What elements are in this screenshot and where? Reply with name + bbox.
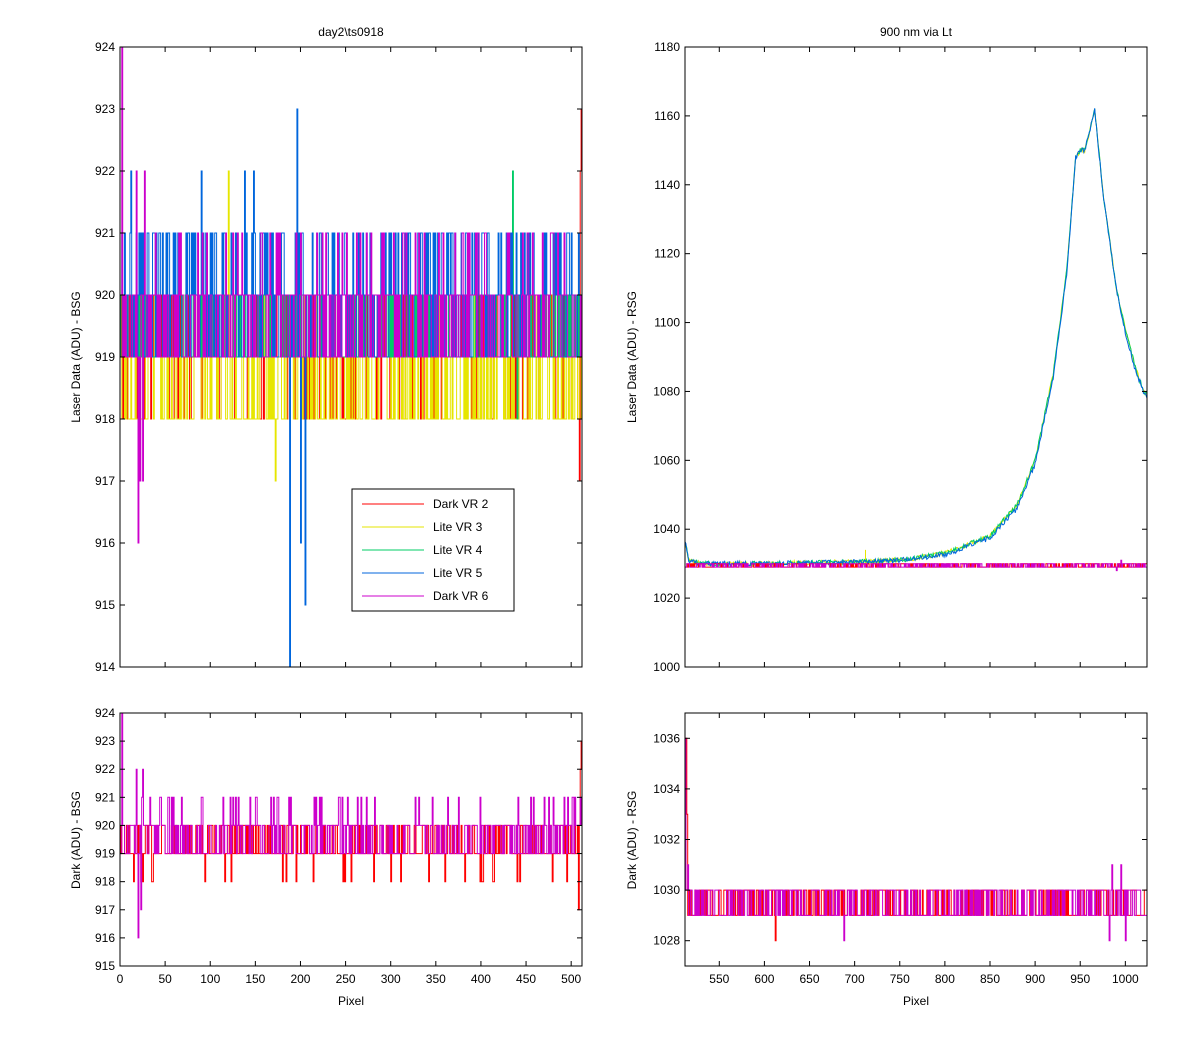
x-tick-label: 850 [980,972,1000,986]
y-tick-label: 918 [95,875,115,889]
y-tick-label: 922 [95,762,115,776]
x-tick-label: 550 [709,972,729,986]
series-line-dark-vr-6 [120,713,582,939]
y-tick-label: 921 [95,226,115,240]
legend-label-lite-vr3: Lite VR 3 [433,520,483,534]
y-axis-label: Laser Data (ADU) - RSG [625,291,639,423]
y-tick-label: 1140 [654,178,680,192]
x-tick-label: 200 [290,972,310,986]
series-group [685,737,1147,942]
x-axis-label: Pixel [903,994,929,1008]
y-tick-label: 923 [95,734,115,748]
x-tick-label: 400 [471,972,491,986]
y-tick-label: 914 [95,660,115,674]
y-tick-label: 920 [95,288,115,302]
ticks: 550 600 650 700 750 800 850 900 950 1000 1028 1030 1… [653,713,1147,986]
x-tick-label: 0 [117,972,124,986]
y-tick-label: 1060 [653,453,680,467]
y-tick-label: 1160 [654,109,680,123]
y-tick-label: 917 [95,903,115,917]
legend-label-dark-vr2: Dark VR 2 [433,497,489,511]
y-tick-label: 919 [95,350,115,364]
y-tick-label: 922 [95,164,115,178]
series-line-dark-vr-6 [685,559,1147,572]
ticks: 1000 1020 1040 1060 1080 1100 1120 1140 1160 1180 [653,40,1147,674]
y-tick-label: 916 [95,536,115,550]
series-line-dark-vr-6 [685,737,1147,942]
x-tick-label: 800 [935,972,955,986]
y-tick-label: 1036 [653,731,680,745]
y-axis-label: Dark (ADU) - RSG [625,791,639,890]
y-tick-label: 920 [95,818,115,832]
y-tick-label: 1000 [653,660,680,674]
x-tick-label: 450 [516,972,536,986]
series-group [120,713,582,939]
y-tick-label: 1040 [653,522,680,536]
x-tick-label: 100 [200,972,220,986]
y-tick-label: 1032 [653,833,680,847]
y-tick-label: 915 [95,598,115,612]
y-tick-label: 919 [95,847,115,861]
plot-area: 1000 1020 1040 1060 1080 1100 1120 1140 1160 1180 [653,40,1148,674]
y-axis-label: Laser Data (ADU) - BSG [69,291,83,422]
x-tick-label: 650 [800,972,820,986]
y-tick-label: 918 [95,412,115,426]
x-tick-label: 1000 [1112,972,1139,986]
plot-area: 914 915 916 917 918 919 920 921 922 923 924 [95,40,583,674]
legend-label-lite-vr4: Lite VR 4 [433,543,483,557]
x-tick-label: 600 [754,972,774,986]
panel-title: day2\ts0918 [318,25,384,39]
legend-label-dark-vr6: Dark VR 6 [433,589,489,603]
y-tick-label: 923 [95,102,115,116]
ticks: 914 915 916 917 918 919 920 921 922 923 924 [95,40,582,674]
y-tick-label: 1034 [653,782,680,796]
x-tick-label: 150 [245,972,265,986]
series-group [120,47,582,667]
y-tick-label: 916 [95,931,115,945]
x-tick-label: 250 [336,972,356,986]
x-tick-label: 300 [381,972,401,986]
panel-title: 900 nm via Lt [880,25,953,39]
panel-dark-bsg: Dark (ADU) - BSG Pixel 0 50 100 150 200 250 30… [69,706,583,1008]
y-tick-label: 1028 [653,934,680,948]
legend-label-lite-vr5: Lite VR 5 [433,566,483,580]
ticks: 0 50 100 150 200 250 300 350 400 450 500 915 916 917 9… [95,706,582,986]
x-tick-label: 700 [845,972,865,986]
y-tick-label: 917 [95,474,115,488]
y-tick-label: 924 [95,40,115,54]
x-axis-label: Pixel [338,994,364,1008]
y-tick-label: 1020 [653,591,680,605]
x-tick-label: 350 [426,972,446,986]
y-tick-label: 1180 [654,40,680,54]
y-tick-label: 924 [95,706,115,720]
plot-area: 0 50 100 150 200 250 300 350 400 450 500 915 916 917 9… [95,706,583,986]
series-group [685,108,1147,572]
panel-laser-bsg: day2\ts0918 Laser Data (ADU) - BSG 91491… [69,25,583,674]
axes-frame [119,712,583,967]
y-tick-label: 1100 [654,316,680,330]
x-tick-label: 50 [158,972,172,986]
axes-frame [684,46,1148,668]
y-tick-label: 1080 [653,384,680,398]
x-tick-label: 950 [1070,972,1090,986]
y-axis-label: Dark (ADU) - BSG [69,791,83,889]
x-tick-label: 900 [1025,972,1045,986]
y-tick-label: 921 [95,790,115,804]
panel-dark-rsg: Dark (ADU) - RSG Pixel 550 600 650 700 750 80… [625,712,1148,1008]
y-tick-label: 1120 [654,247,680,261]
legend: Dark VR 2 Lite VR 3 Lite VR 4 Lite VR 5 … [351,488,515,612]
plot-area: 550 600 650 700 750 800 850 900 950 1000 1028 1030 1… [653,712,1148,986]
y-tick-label: 1030 [653,883,680,897]
y-tick-label: 915 [95,959,115,973]
panel-laser-rsg: 900 nm via Lt Laser Data (ADU) - RSG 100… [625,25,1148,674]
series-line-dark-vr-6 [120,47,582,544]
x-tick-label: 750 [890,972,910,986]
x-tick-label: 500 [561,972,581,986]
